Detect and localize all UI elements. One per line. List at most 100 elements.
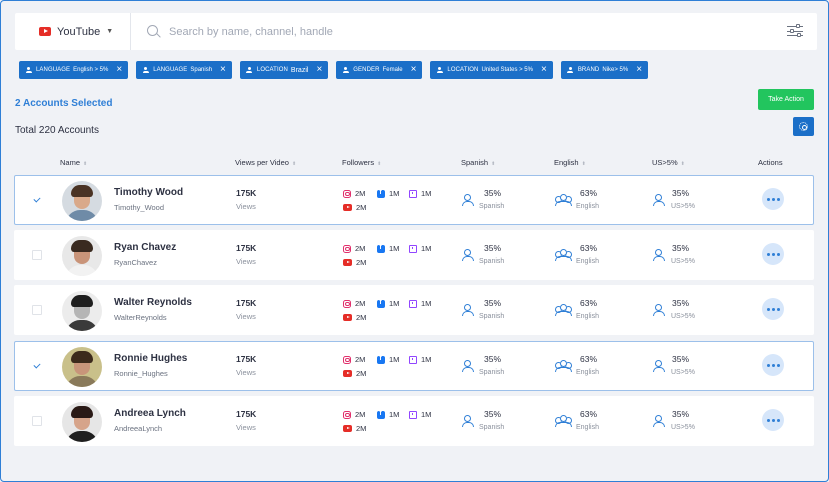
group-icon [567, 67, 575, 73]
row-checkbox[interactable] [32, 305, 42, 315]
active-filters: LANGUAGE English > 5% × LANGUAGE Spanish… [19, 61, 649, 79]
instagram-icon [343, 189, 351, 198]
close-icon[interactable]: × [540, 64, 547, 75]
spanish-value: 35% [484, 298, 502, 308]
close-icon[interactable]: × [116, 64, 123, 75]
row-checkbox[interactable] [32, 361, 42, 371]
table-row[interactable]: Ronnie Hughes Ronnie_Hughes 175K Views 2… [14, 341, 814, 391]
row-actions-button[interactable] [762, 298, 784, 320]
column-label: Followers [342, 158, 375, 167]
us-value: 35% [672, 243, 690, 253]
us-value: 35% [672, 409, 690, 419]
us-label: US>5% [671, 203, 695, 210]
filter-chip[interactable]: GENDER Female × [336, 61, 423, 79]
sort-icon: ⬍ [581, 161, 586, 167]
english-label: English [576, 203, 599, 210]
column-header-english[interactable]: English ⬍ [554, 158, 586, 167]
person-icon [246, 67, 254, 73]
filter-chip[interactable]: LANGUAGE Spanish × [136, 61, 232, 79]
column-label: Spanish [461, 158, 489, 167]
person-icon [652, 194, 665, 206]
row-checkbox[interactable] [32, 416, 42, 426]
more-dots-icon [766, 363, 770, 367]
person-icon [461, 415, 474, 427]
filter-key: GENDER [353, 67, 380, 73]
column-header-followers[interactable]: Followers ⬍ [342, 158, 381, 167]
account-name[interactable]: Ryan Chavez [114, 242, 177, 253]
twitch-icon [409, 355, 417, 364]
views-value: 175K [236, 298, 257, 308]
close-icon[interactable]: × [636, 64, 643, 75]
group-icon [555, 304, 572, 316]
facebook-icon [377, 355, 385, 364]
column-header-us[interactable]: US>5% ⬍ [652, 158, 685, 167]
row-checkbox[interactable] [32, 250, 42, 260]
facebook-followers: 1M [377, 410, 399, 419]
account-name[interactable]: Walter Reynolds [114, 297, 192, 308]
sort-icon: ⬍ [680, 161, 685, 167]
table-row[interactable]: Andreea Lynch AndreeaLynch 175K Views 2M… [14, 396, 814, 446]
account-name[interactable]: Ronnie Hughes [114, 353, 188, 364]
facebook-followers: 1M [377, 299, 399, 308]
filter-value: English > 5% [73, 67, 109, 73]
youtube-icon [343, 204, 352, 211]
table-row[interactable]: Ryan Chavez RyanChavez 175K Views 2M 1M … [14, 230, 814, 280]
filter-key: LOCATION [256, 67, 288, 73]
column-header-name[interactable]: Name ⬍ [60, 158, 87, 167]
account-handle: WalterReynolds [114, 313, 167, 322]
table-settings-button[interactable] [793, 117, 814, 136]
english-value: 63% [580, 243, 598, 253]
account-handle: RyanChavez [114, 258, 157, 267]
column-label: Views per Video [235, 158, 289, 167]
platform-selector[interactable]: YouTube ▼ [15, 13, 131, 50]
column-header-views[interactable]: Views per Video ⬍ [235, 158, 296, 167]
row-actions-button[interactable] [762, 354, 784, 376]
follower-count: 2M [356, 313, 367, 322]
follower-count: 2M [356, 203, 367, 212]
table-row[interactable]: Walter Reynolds WalterReynolds 175K View… [14, 285, 814, 335]
filter-value: Brazil [290, 66, 309, 74]
close-icon[interactable]: × [410, 64, 417, 75]
follower-count: 2M [355, 189, 366, 198]
close-icon[interactable]: × [220, 64, 226, 75]
account-handle: Ronnie_Hughes [114, 369, 168, 378]
instagram-followers: 2M [343, 299, 365, 308]
close-icon[interactable]: × [316, 64, 323, 75]
search-bar: YouTube ▼ [15, 13, 817, 50]
filter-value: United States > 5% [481, 67, 533, 73]
row-checkbox[interactable] [32, 195, 42, 205]
table-row[interactable]: Timothy Wood Timothy_Wood 175K Views 2M … [14, 175, 814, 225]
filter-sliders-icon[interactable] [787, 24, 803, 38]
row-actions-button[interactable] [762, 409, 784, 431]
group-icon [555, 415, 572, 427]
search-input[interactable] [169, 25, 749, 38]
spanish-value: 35% [484, 409, 502, 419]
views-value: 175K [236, 188, 257, 198]
follower-count: 2M [355, 299, 366, 308]
row-actions-button[interactable] [762, 243, 784, 265]
group-icon [555, 249, 572, 261]
twitch-icon [409, 410, 417, 419]
avatar [62, 347, 102, 387]
twitch-followers: 1M [409, 355, 431, 364]
filter-chip[interactable]: LOCATION Brazil × [239, 61, 329, 79]
row-actions-button[interactable] [762, 188, 784, 210]
filter-chip[interactable]: LANGUAGE English > 5% × [19, 61, 129, 79]
account-name[interactable]: Andreea Lynch [114, 408, 186, 419]
english-value: 63% [580, 298, 598, 308]
filter-chip[interactable]: LOCATION United States > 5% × [430, 61, 553, 79]
group-icon [142, 67, 150, 73]
account-name[interactable]: Timothy Wood [114, 187, 184, 198]
column-header-spanish[interactable]: Spanish ⬍ [461, 158, 495, 167]
filter-value: Nike> 5% [602, 67, 629, 73]
english-label: English [576, 369, 599, 376]
youtube-icon [343, 259, 352, 266]
instagram-icon [343, 410, 351, 419]
views-label: Views [236, 257, 256, 266]
avatar [62, 402, 102, 442]
take-action-button[interactable]: Take Action [758, 89, 814, 110]
twitch-icon [409, 244, 417, 253]
youtube-icon [39, 27, 51, 36]
filter-chip[interactable]: BRAND Nike> 5% × [560, 61, 649, 79]
